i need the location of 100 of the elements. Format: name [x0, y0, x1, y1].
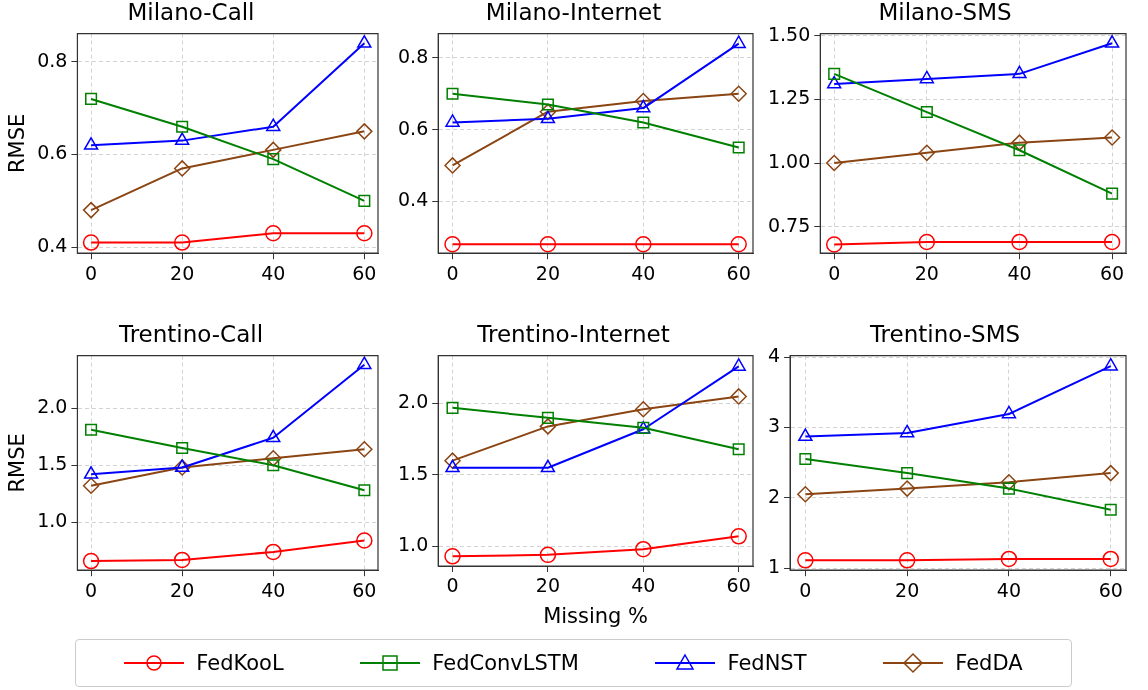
point: [444, 548, 461, 565]
point: [265, 450, 282, 467]
x-tick-label: 20: [170, 261, 195, 284]
point: [173, 234, 191, 251]
y-tick-label: 0.6: [37, 141, 68, 164]
x-tick-label: 60: [726, 261, 751, 284]
x-tick-label: 40: [1007, 261, 1032, 284]
point: [730, 388, 747, 405]
point: [173, 160, 191, 177]
point: [637, 116, 650, 129]
point: [1102, 550, 1119, 568]
chart-title: Milano-SMS: [878, 0, 1012, 25]
point: [732, 443, 745, 456]
point: [1103, 129, 1121, 146]
point: [357, 35, 372, 48]
point: [1011, 134, 1028, 151]
point: [265, 543, 282, 561]
point: [635, 92, 652, 110]
point: [539, 235, 557, 253]
point: [358, 484, 371, 497]
y-tick-label: 1: [767, 555, 781, 578]
y-axis-title: RMSE: [5, 113, 30, 174]
legend-label: FedKooL: [196, 651, 284, 675]
point: [732, 141, 745, 154]
point: [731, 35, 746, 49]
x-tick-label: 20: [170, 578, 195, 601]
point: [731, 358, 746, 371]
point: [1011, 233, 1028, 251]
point: [266, 429, 281, 443]
point: [826, 75, 842, 89]
y-tick-label: 2.0: [398, 390, 429, 413]
point: [85, 423, 98, 436]
point: [799, 452, 812, 466]
point: [85, 92, 98, 105]
point: [1000, 550, 1018, 568]
point: [174, 459, 190, 472]
point: [899, 424, 915, 438]
point: [636, 99, 651, 113]
point: [266, 118, 281, 132]
x-tick-label: 0: [85, 578, 98, 601]
y-tick-label: 0.8: [37, 48, 68, 71]
point: [445, 459, 460, 473]
x-tick-label: 0: [828, 261, 841, 284]
x-tick-label: 60: [352, 578, 377, 601]
y-tick-label: 1.00: [767, 149, 811, 172]
y-tick-label: 0.8: [398, 44, 429, 67]
x-tick-label: 40: [996, 578, 1022, 601]
y-tick-label: 0.4: [398, 188, 429, 211]
point: [356, 532, 373, 549]
point: [539, 546, 557, 564]
chart-title: Trentino-SMS: [868, 320, 1021, 347]
point: [730, 235, 747, 253]
y-tick-label: 0.6: [398, 116, 429, 139]
point: [635, 401, 652, 418]
point: [797, 552, 814, 569]
legend-label: FedConvLSTM: [432, 651, 579, 675]
point: [174, 132, 190, 146]
point: [444, 452, 461, 469]
x-tick-label: 0: [446, 261, 459, 284]
point: [83, 137, 99, 150]
y-tick-label: 0.4: [37, 234, 68, 257]
y-tick-label: 1.25: [767, 86, 811, 109]
point: [82, 477, 100, 494]
point: [1012, 65, 1027, 79]
point: [540, 459, 556, 473]
x-tick-label: 40: [631, 261, 656, 284]
point: [635, 235, 652, 253]
point: [446, 401, 459, 414]
point: [444, 235, 461, 253]
point: [1106, 187, 1119, 200]
x-tick-label: 60: [1098, 578, 1123, 601]
x-tick-label: 60: [1100, 261, 1125, 284]
point: [265, 225, 282, 242]
point: [541, 411, 554, 424]
point: [82, 201, 100, 219]
x-tick-label: 40: [261, 261, 286, 284]
point: [446, 87, 459, 100]
y-tick-label: 1.5: [37, 452, 68, 475]
point: [356, 440, 373, 458]
x-tick-label: 20: [535, 574, 561, 597]
point: [825, 236, 843, 253]
point: [173, 551, 191, 569]
point: [920, 106, 933, 119]
point: [898, 480, 916, 497]
point: [1000, 474, 1018, 491]
point: [1001, 405, 1017, 419]
point: [356, 225, 373, 242]
point: [356, 123, 373, 140]
x-tick-label: 20: [535, 261, 561, 284]
point: [82, 234, 100, 251]
chart-title: Milano-Call: [127, 0, 255, 25]
x-tick-label: 0: [799, 578, 812, 601]
point: [267, 459, 280, 472]
point: [445, 114, 460, 127]
point: [635, 540, 652, 558]
point: [919, 70, 935, 84]
point: [539, 418, 557, 435]
point: [357, 356, 372, 370]
y-tick-label: 1.5: [398, 461, 429, 484]
point: [1102, 464, 1119, 482]
